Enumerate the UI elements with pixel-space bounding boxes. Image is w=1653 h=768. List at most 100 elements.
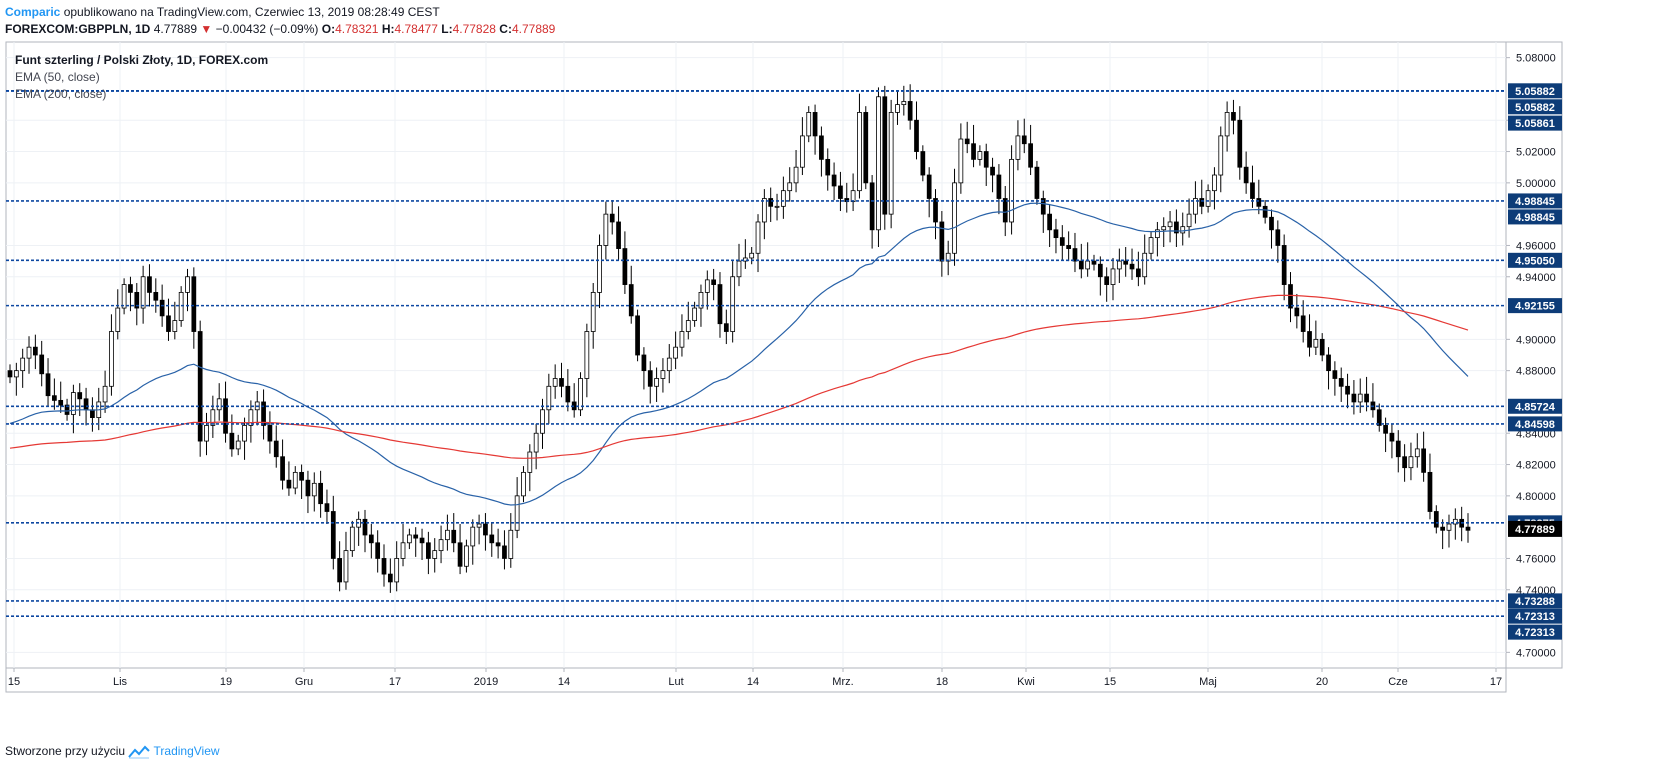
candle-body: [1446, 523, 1452, 531]
candle-body: [1129, 263, 1135, 270]
candle-body: [635, 315, 640, 356]
candle-body: [178, 291, 184, 321]
level-price-label: [1508, 416, 1562, 432]
candle-body: [1097, 263, 1103, 278]
candle-body: [229, 432, 235, 450]
candle-body: [768, 198, 774, 207]
candle-body: [559, 378, 564, 387]
plot-area: [5, 41, 1507, 669]
candle-body: [1028, 143, 1033, 168]
candle-body: [1313, 338, 1319, 348]
level-price-label: [1508, 209, 1562, 225]
candle-body: [1364, 393, 1369, 403]
level-price-text: 5.05882: [1515, 102, 1555, 114]
candle-body: [407, 534, 412, 544]
candle-body: [1465, 526, 1471, 531]
x-tick-label: 15: [8, 676, 20, 688]
candle-body: [793, 166, 799, 184]
tradingview-logo-icon: [128, 745, 151, 759]
candle-body: [1408, 456, 1414, 469]
candle-body: [1110, 268, 1116, 285]
candle-body: [812, 112, 818, 137]
candle-body: [1136, 268, 1141, 278]
candle-body: [204, 425, 209, 442]
level-price-text: 4.85724: [1515, 401, 1556, 413]
candle-body: [704, 279, 710, 293]
candle-body: [1040, 198, 1046, 215]
candle-body: [717, 284, 723, 325]
candle-body: [1059, 237, 1065, 246]
candle-body: [1002, 198, 1008, 223]
y-tick-label: 4.82000: [1516, 460, 1556, 472]
level-price-text: 4.72313: [1515, 611, 1555, 623]
y-tick-label: 4.90000: [1516, 334, 1556, 346]
candle-body: [159, 299, 165, 317]
candle-body: [502, 545, 507, 559]
candle-body: [952, 182, 957, 254]
candle-body: [977, 151, 983, 160]
footer-text: Stworzone przy użyciu: [5, 744, 126, 758]
candle-body: [90, 409, 95, 418]
footer-brand-link[interactable]: TradingView: [153, 744, 220, 758]
candle-body: [1338, 378, 1344, 387]
candle-body: [445, 529, 450, 541]
legend-ema50[interactable]: EMA (50, close): [15, 70, 100, 84]
level-price-label: [1508, 398, 1562, 414]
candle-body: [666, 357, 672, 372]
y-tick-label: 5.02000: [1516, 147, 1556, 159]
open-value: 4.78321: [335, 22, 379, 36]
candle-body: [787, 182, 793, 192]
candle-body: [1180, 226, 1186, 234]
candle-body: [1351, 393, 1357, 403]
level-price-label: [1508, 83, 1562, 99]
candle-body: [20, 357, 26, 372]
legend-ema200[interactable]: EMA (200, close): [15, 87, 107, 101]
candle-body: [888, 112, 894, 215]
candle-body: [166, 315, 171, 332]
candle-body: [1300, 315, 1306, 332]
candle-body: [242, 425, 247, 442]
candle-body: [387, 573, 393, 583]
candle-body: [1053, 229, 1059, 239]
x-tick-label: Lut: [668, 676, 683, 688]
candle-body: [1288, 284, 1293, 309]
time-axis: [5, 667, 1507, 693]
level-price-text: 5.05882: [1515, 86, 1555, 98]
candle-body: [45, 373, 51, 397]
y-tick-label: 4.76000: [1516, 553, 1556, 565]
author-name[interactable]: Comparic: [5, 5, 61, 19]
level-price-text: 4.72313: [1515, 627, 1555, 639]
candle-body: [1116, 260, 1122, 270]
candle-body: [622, 248, 628, 285]
candle-body: [299, 471, 304, 481]
header-line-1: Comparic opublikowano na TradingView.com…: [5, 5, 440, 19]
candle-body: [280, 456, 285, 481]
level-price-label: [1508, 99, 1562, 115]
ema200-line[interactable]: [9, 294, 1469, 459]
candle-body: [1256, 198, 1262, 207]
candle-body: [876, 96, 881, 231]
close-value: 4.77889: [511, 22, 556, 36]
candle-body: [1433, 511, 1439, 528]
y-tick-label: 5.00000: [1516, 178, 1556, 190]
candle-body: [647, 370, 653, 387]
candle-body: [216, 398, 222, 411]
candle-body: [235, 440, 241, 450]
level-price-label: [1508, 624, 1562, 640]
level-price-label: [1508, 593, 1562, 609]
candle-body: [273, 440, 279, 458]
close-label: C:: [499, 22, 512, 36]
level-price-text: 5.05861: [1515, 118, 1555, 130]
candle-body: [1161, 226, 1167, 231]
open-label: O:: [321, 22, 336, 36]
level-price-text: 4.73288: [1515, 596, 1555, 608]
candle-body: [831, 174, 837, 187]
candle-body: [1307, 331, 1312, 348]
x-tick-label: Mrz.: [832, 676, 853, 688]
ema50-line[interactable]: [9, 202, 1469, 506]
low-value: 4.77828: [452, 22, 496, 36]
candle-body: [850, 190, 856, 203]
candle-body: [736, 260, 742, 278]
candle-body: [375, 542, 381, 559]
